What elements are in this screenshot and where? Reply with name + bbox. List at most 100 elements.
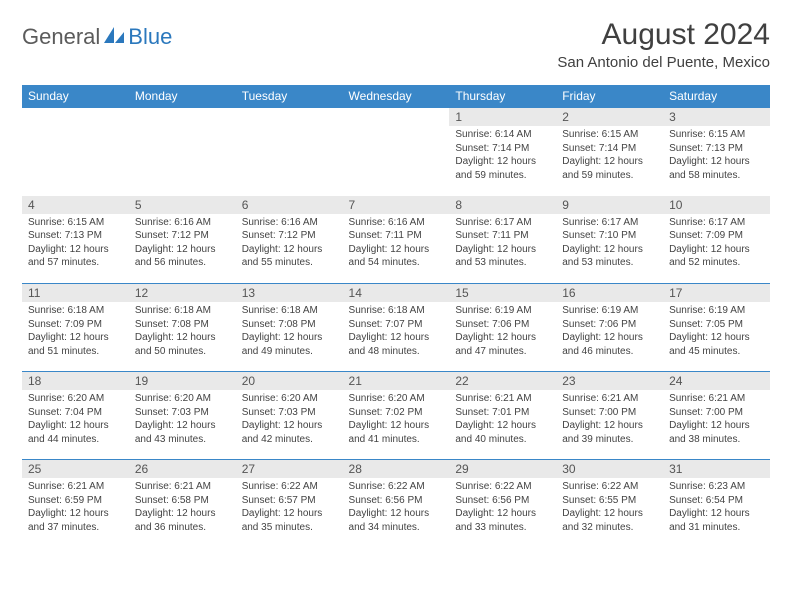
day-number: 26 [129, 460, 236, 478]
sunrise-text: Sunrise: 6:18 AM [28, 304, 123, 318]
sunrise-text: Sunrise: 6:16 AM [242, 216, 337, 230]
daylight-text: Daylight: 12 hours and 31 minutes. [669, 507, 764, 534]
sunrise-text: Sunrise: 6:15 AM [562, 128, 657, 142]
calendar-cell: 15Sunrise: 6:19 AMSunset: 7:06 PMDayligh… [449, 284, 556, 372]
day-number: 22 [449, 372, 556, 390]
day-details: Sunrise: 6:22 AMSunset: 6:56 PMDaylight:… [449, 478, 556, 538]
daylight-text: Daylight: 12 hours and 51 minutes. [28, 331, 123, 358]
day-header: Monday [129, 85, 236, 108]
calendar-cell: 8Sunrise: 6:17 AMSunset: 7:11 PMDaylight… [449, 196, 556, 284]
calendar-cell: 27Sunrise: 6:22 AMSunset: 6:57 PMDayligh… [236, 460, 343, 548]
sunrise-text: Sunrise: 6:18 AM [242, 304, 337, 318]
sunset-text: Sunset: 7:01 PM [455, 406, 550, 420]
day-number: 12 [129, 284, 236, 302]
day-number: 4 [22, 196, 129, 214]
daylight-text: Daylight: 12 hours and 52 minutes. [669, 243, 764, 270]
sunrise-text: Sunrise: 6:22 AM [562, 480, 657, 494]
calendar-cell: 26Sunrise: 6:21 AMSunset: 6:58 PMDayligh… [129, 460, 236, 548]
daylight-text: Daylight: 12 hours and 36 minutes. [135, 507, 230, 534]
daylight-text: Daylight: 12 hours and 45 minutes. [669, 331, 764, 358]
day-details: Sunrise: 6:21 AMSunset: 7:00 PMDaylight:… [556, 390, 663, 450]
day-details: Sunrise: 6:18 AMSunset: 7:08 PMDaylight:… [129, 302, 236, 362]
day-number: 18 [22, 372, 129, 390]
day-details: Sunrise: 6:18 AMSunset: 7:09 PMDaylight:… [22, 302, 129, 362]
day-number [129, 108, 236, 112]
day-number: 8 [449, 196, 556, 214]
day-number: 29 [449, 460, 556, 478]
header: General Blue August 2024 San Antonio del… [22, 18, 770, 71]
day-number [22, 108, 129, 112]
day-number: 1 [449, 108, 556, 126]
calendar-cell: 10 Sunrise: 6:17 AMSunset: 7:09 PMDayligh… [663, 196, 770, 284]
calendar-cell [129, 108, 236, 196]
sunrise-text: Sunrise: 6:17 AM [455, 216, 550, 230]
sunrise-text: Sunrise: 6:17 AM [669, 216, 764, 230]
sunrise-text: Sunrise: 6:19 AM [562, 304, 657, 318]
calendar-cell: 18Sunrise: 6:20 AMSunset: 7:04 PMDayligh… [22, 372, 129, 460]
logo-text-general: General [22, 24, 100, 50]
sunset-text: Sunset: 7:10 PM [562, 229, 657, 243]
daylight-text: Daylight: 12 hours and 54 minutes. [349, 243, 444, 270]
daylight-text: Daylight: 12 hours and 56 minutes. [135, 243, 230, 270]
day-details: Sunrise: 6:22 AMSunset: 6:56 PMDaylight:… [343, 478, 450, 538]
sunrise-text: Sunrise: 6:18 AM [135, 304, 230, 318]
sunrise-text: Sunrise: 6:20 AM [242, 392, 337, 406]
sunset-text: Sunset: 7:03 PM [135, 406, 230, 420]
day-number: 10 [663, 196, 770, 214]
sunset-text: Sunset: 7:12 PM [135, 229, 230, 243]
sunset-text: Sunset: 7:05 PM [669, 318, 764, 332]
calendar-cell: 19Sunrise: 6:20 AMSunset: 7:03 PMDayligh… [129, 372, 236, 460]
daylight-text: Daylight: 12 hours and 58 minutes. [669, 155, 764, 182]
calendar-cell: 6Sunrise: 6:16 AMSunset: 7:12 PMDaylight… [236, 196, 343, 284]
day-details: Sunrise: 6:19 AMSunset: 7:06 PMDaylight:… [556, 302, 663, 362]
day-number [236, 108, 343, 112]
day-header: Thursday [449, 85, 556, 108]
sunset-text: Sunset: 7:00 PM [562, 406, 657, 420]
sunrise-text: Sunrise: 6:21 AM [28, 480, 123, 494]
daylight-text: Daylight: 12 hours and 47 minutes. [455, 331, 550, 358]
sunrise-text: Sunrise: 6:21 AM [135, 480, 230, 494]
day-number: 16 [556, 284, 663, 302]
daylight-text: Daylight: 12 hours and 53 minutes. [562, 243, 657, 270]
calendar-cell: 9Sunrise: 6:17 AMSunset: 7:10 PMDaylight… [556, 196, 663, 284]
day-number: 19 [129, 372, 236, 390]
sail-icon [104, 25, 126, 50]
day-number: 13 [236, 284, 343, 302]
day-header: Tuesday [236, 85, 343, 108]
sunset-text: Sunset: 7:02 PM [349, 406, 444, 420]
daylight-text: Daylight: 12 hours and 59 minutes. [562, 155, 657, 182]
sunrise-text: Sunrise: 6:16 AM [349, 216, 444, 230]
calendar-cell: 2Sunrise: 6:15 AMSunset: 7:14 PMDaylight… [556, 108, 663, 196]
sunset-text: Sunset: 7:11 PM [455, 229, 550, 243]
sunset-text: Sunset: 6:57 PM [242, 494, 337, 508]
sunrise-text: Sunrise: 6:21 AM [455, 392, 550, 406]
sunset-text: Sunset: 7:04 PM [28, 406, 123, 420]
day-number: 9 [556, 196, 663, 214]
calendar-cell: 17Sunrise: 6:19 AMSunset: 7:05 PMDayligh… [663, 284, 770, 372]
location: San Antonio del Puente, Mexico [557, 54, 770, 71]
sunset-text: Sunset: 7:06 PM [562, 318, 657, 332]
day-details: Sunrise: 6:17 AMSunset: 7:10 PMDaylight:… [556, 214, 663, 274]
daylight-text: Daylight: 12 hours and 55 minutes. [242, 243, 337, 270]
day-details: Sunrise: 6:16 AMSunset: 7:12 PMDaylight:… [129, 214, 236, 274]
sunrise-text: Sunrise: 6:15 AM [669, 128, 764, 142]
sunrise-text: Sunrise: 6:20 AM [135, 392, 230, 406]
calendar-cell [22, 108, 129, 196]
day-details: Sunrise: 6:21 AMSunset: 7:00 PMDaylight:… [663, 390, 770, 450]
daylight-text: Daylight: 12 hours and 32 minutes. [562, 507, 657, 534]
day-number [343, 108, 450, 112]
daylight-text: Daylight: 12 hours and 33 minutes. [455, 507, 550, 534]
day-details: Sunrise: 6:20 AMSunset: 7:03 PMDaylight:… [236, 390, 343, 450]
calendar-cell: 25Sunrise: 6:21 AMSunset: 6:59 PMDayligh… [22, 460, 129, 548]
sunset-text: Sunset: 7:09 PM [669, 229, 764, 243]
sunset-text: Sunset: 7:08 PM [242, 318, 337, 332]
sunset-text: Sunset: 7:14 PM [562, 142, 657, 156]
sunrise-text: Sunrise: 6:17 AM [562, 216, 657, 230]
daylight-text: Daylight: 12 hours and 49 minutes. [242, 331, 337, 358]
day-details: Sunrise: 6:15 AMSunset: 7:13 PMDaylight:… [22, 214, 129, 274]
calendar-cell: 14Sunrise: 6:18 AMSunset: 7:07 PMDayligh… [343, 284, 450, 372]
day-number: 25 [22, 460, 129, 478]
day-number: 20 [236, 372, 343, 390]
sunset-text: Sunset: 7:03 PM [242, 406, 337, 420]
day-number: 17 [663, 284, 770, 302]
